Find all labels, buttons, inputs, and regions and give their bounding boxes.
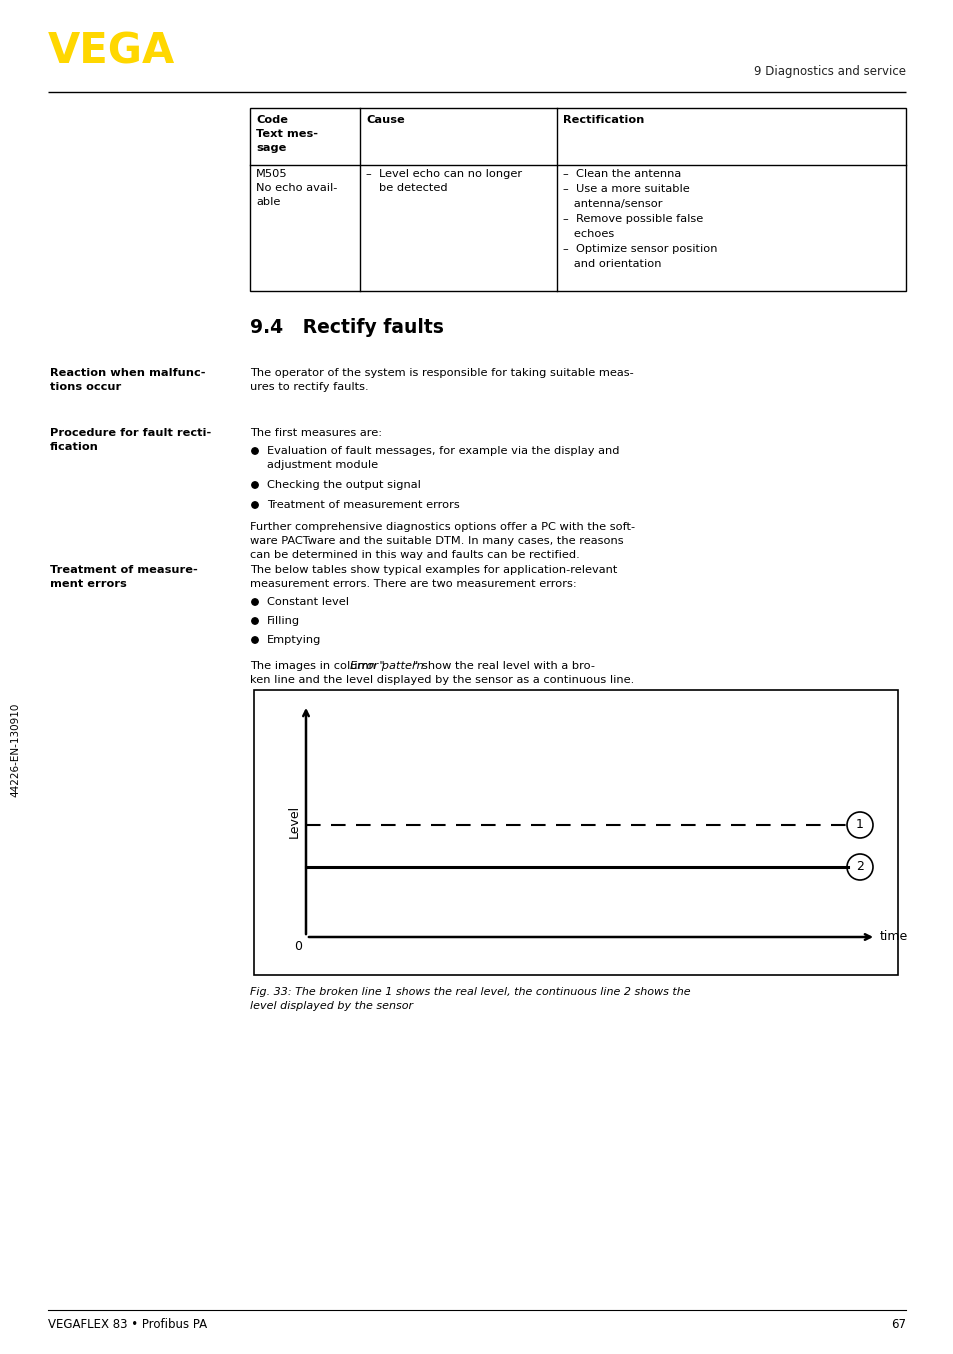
Text: No echo avail-: No echo avail- (255, 183, 337, 194)
Text: and orientation: and orientation (562, 259, 660, 269)
Circle shape (252, 598, 258, 605)
Text: measurement errors. There are two measurement errors:: measurement errors. There are two measur… (250, 580, 577, 589)
Text: –  Use a more suitable: – Use a more suitable (562, 184, 689, 194)
Text: Level: Level (288, 804, 301, 838)
Text: " show the real level with a bro-: " show the real level with a bro- (413, 661, 595, 672)
Text: The below tables show typical examples for application-relevant: The below tables show typical examples f… (250, 565, 617, 575)
Text: Error pattern: Error pattern (350, 661, 423, 672)
Text: –  Level echo can no longer: – Level echo can no longer (366, 169, 521, 179)
Bar (250, 108, 905, 291)
Text: Reaction when malfunc-: Reaction when malfunc- (50, 368, 205, 378)
Text: Emptying: Emptying (267, 635, 321, 645)
Circle shape (252, 617, 258, 624)
Text: Filling: Filling (267, 616, 300, 626)
Text: The images in column ": The images in column " (250, 661, 384, 672)
Text: Procedure for fault recti-: Procedure for fault recti- (50, 428, 211, 437)
Text: ware PACTware and the suitable DTM. In many cases, the reasons: ware PACTware and the suitable DTM. In m… (250, 536, 623, 546)
Text: Rectification: Rectification (562, 115, 643, 125)
Text: Further comprehensive diagnostics options offer a PC with the soft-: Further comprehensive diagnostics option… (250, 523, 635, 532)
Text: Checking the output signal: Checking the output signal (267, 481, 420, 490)
Text: Treatment of measure-: Treatment of measure- (50, 565, 197, 575)
Text: –  Remove possible false: – Remove possible false (562, 214, 702, 223)
Text: echoes: echoes (562, 229, 614, 240)
Text: able: able (255, 196, 280, 207)
Text: Constant level: Constant level (267, 597, 349, 607)
Text: can be determined in this way and faults can be rectified.: can be determined in this way and faults… (250, 550, 579, 561)
Text: level displayed by the sensor: level displayed by the sensor (250, 1001, 413, 1011)
Text: Fig. 33: The broken line 1 shows the real level, the continuous line 2 shows the: Fig. 33: The broken line 1 shows the rea… (250, 987, 690, 997)
Text: time: time (879, 930, 907, 944)
Text: ment errors: ment errors (50, 580, 127, 589)
Text: tions occur: tions occur (50, 382, 121, 393)
Text: Code: Code (255, 115, 288, 125)
Text: 44226-EN-130910: 44226-EN-130910 (10, 703, 20, 798)
Circle shape (252, 482, 258, 489)
Text: –  Optimize sensor position: – Optimize sensor position (562, 244, 717, 255)
Text: sage: sage (255, 144, 286, 153)
Text: Evaluation of fault messages, for example via the display and: Evaluation of fault messages, for exampl… (267, 445, 618, 456)
Text: ures to rectify faults.: ures to rectify faults. (250, 382, 368, 393)
Text: VEGAFLEX 83 • Profibus PA: VEGAFLEX 83 • Profibus PA (48, 1317, 207, 1331)
Text: Treatment of measurement errors: Treatment of measurement errors (267, 500, 459, 510)
Text: fication: fication (50, 441, 99, 452)
Text: –  Clean the antenna: – Clean the antenna (562, 169, 680, 179)
Circle shape (252, 636, 258, 643)
Text: The operator of the system is responsible for taking suitable meas-: The operator of the system is responsibl… (250, 368, 633, 378)
Text: adjustment module: adjustment module (267, 460, 377, 470)
Text: The first measures are:: The first measures are: (250, 428, 382, 437)
Text: 67: 67 (890, 1317, 905, 1331)
Text: ken line and the level displayed by the sensor as a continuous line.: ken line and the level displayed by the … (250, 676, 634, 685)
Text: VEGA: VEGA (48, 30, 175, 72)
Text: be detected: be detected (378, 183, 447, 194)
Text: 9 Diagnostics and service: 9 Diagnostics and service (753, 65, 905, 79)
Bar (253, 691, 897, 975)
Circle shape (252, 502, 258, 508)
Text: Cause: Cause (366, 115, 404, 125)
Text: 1: 1 (855, 819, 863, 831)
Text: 0: 0 (294, 940, 302, 953)
Text: 2: 2 (855, 861, 863, 873)
Circle shape (252, 448, 258, 454)
Text: antenna/sensor: antenna/sensor (562, 199, 661, 209)
Text: 9.4   Rectify faults: 9.4 Rectify faults (250, 318, 443, 337)
Text: Text mes-: Text mes- (255, 129, 317, 139)
Text: M505: M505 (255, 169, 287, 179)
